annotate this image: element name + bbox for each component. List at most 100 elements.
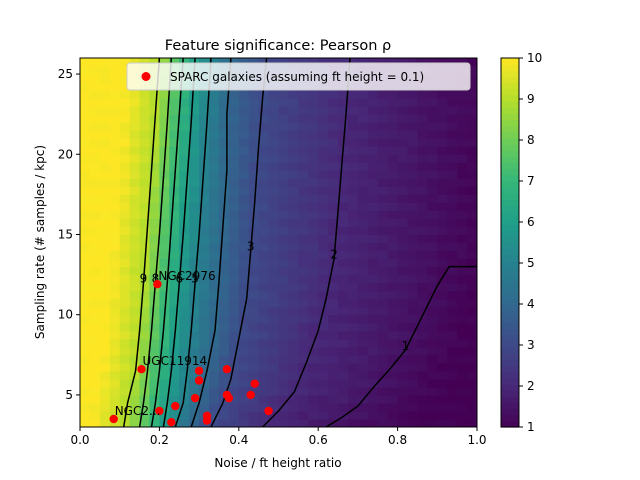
heatmap-cell [427,90,438,99]
heatmap-cell [89,258,101,268]
heatmap-cell [377,114,389,123]
heatmap-cell [179,194,190,203]
heatmap-cell [437,146,448,155]
heatmap-cell [298,218,309,228]
heatmap-cell [437,186,448,195]
heatmap-cell [278,354,290,364]
heatmap-cell [377,266,389,276]
heatmap-cell [308,314,319,324]
heatmap-cell [159,266,170,276]
heatmap-cell [89,186,101,195]
heatmap-cell [427,282,438,292]
heatmap-cell [179,122,190,131]
heatmap-cell [397,306,409,316]
heatmap-cell [357,258,369,268]
heatmap-cell [447,106,458,115]
heatmap-cell [347,234,359,244]
heatmap-cell [109,378,121,388]
heatmap-cell [427,250,438,260]
heatmap-cell [179,90,190,99]
heatmap-cell [407,226,419,236]
heatmap-cell [407,250,419,260]
heatmap-cell [338,210,349,220]
heatmap-cell [99,370,111,380]
heatmap-cell [447,322,458,332]
heatmap-cell [248,354,260,364]
heatmap-cell [377,130,389,139]
heatmap-cell [447,370,458,380]
heatmap-cell [328,306,339,316]
heatmap-cell [179,290,190,300]
heatmap-cell [129,298,141,308]
heatmap-cell [119,330,131,340]
galaxy-label: UGC11914 [143,354,208,368]
heatmap-cell [278,194,290,203]
heatmap-cell [407,90,419,99]
heatmap-cell [278,346,290,356]
heatmap-cell [328,154,339,163]
heatmap-cell [318,210,329,220]
heatmap-cell [248,258,260,268]
heatmap-cell [179,346,190,356]
heatmap-cell [139,98,151,107]
heatmap-cell [298,418,309,427]
heatmap-cell [129,234,141,244]
heatmap-cell [109,234,121,244]
heatmap-cell [367,338,379,348]
heatmap-cell [367,138,379,147]
heatmap-cell [109,194,121,203]
heatmap-cell [407,170,419,179]
colorbar-segment [501,371,519,379]
heatmap-cell [119,338,131,348]
heatmap-cell [109,266,121,276]
contour-line-6 [162,58,196,427]
heatmap-cell [308,266,319,276]
heatmap-cell [109,314,121,324]
heatmap-cell [338,258,349,268]
heatmap-cell [367,410,379,420]
heatmap-cell [298,250,309,260]
heatmap-cell [397,130,409,139]
heatmap-cell [357,178,369,187]
heatmap-cell [447,258,458,268]
heatmap-cell [248,242,260,252]
colorbar-segment [501,58,519,65]
heatmap-cell [179,330,190,340]
heatmap-cell [218,402,230,412]
heatmap-cell [80,338,91,348]
heatmap-cell [298,58,309,67]
heatmap-cell [377,98,389,107]
heatmap-cell [387,386,399,396]
heatmap-cell [397,266,409,276]
heatmap-cell [89,330,101,340]
heatmap-cell [99,346,111,356]
heatmap-cell [288,170,299,179]
heatmap-cell [119,346,131,356]
heatmap-cell [209,122,220,131]
heatmap-cell [268,218,280,228]
heatmap-cell [288,378,299,388]
heatmap-cell [189,298,200,308]
heatmap-cell [278,282,290,292]
heatmap-cell [149,322,161,332]
heatmap-cell [338,338,349,348]
heatmap-cell [139,170,151,179]
colorbar-segment [501,236,519,244]
heatmap-cell [308,178,319,187]
heatmap-cell [268,354,280,364]
heatmap-cell [318,58,329,67]
heatmap-cell [149,162,161,171]
heatmap-cell [298,394,309,404]
heatmap-cell [129,90,141,99]
heatmap-cell [437,210,448,220]
heatmap-cell [467,82,477,91]
heatmap-cell [139,282,151,292]
heatmap-cell [278,130,290,139]
heatmap-cell [278,162,290,171]
heatmap-cell [347,90,359,99]
heatmap-cell [427,234,438,244]
heatmap-cell [328,250,339,260]
heatmap-cell [248,362,260,372]
heatmap-cell [298,378,309,388]
heatmap-cell [347,314,359,324]
